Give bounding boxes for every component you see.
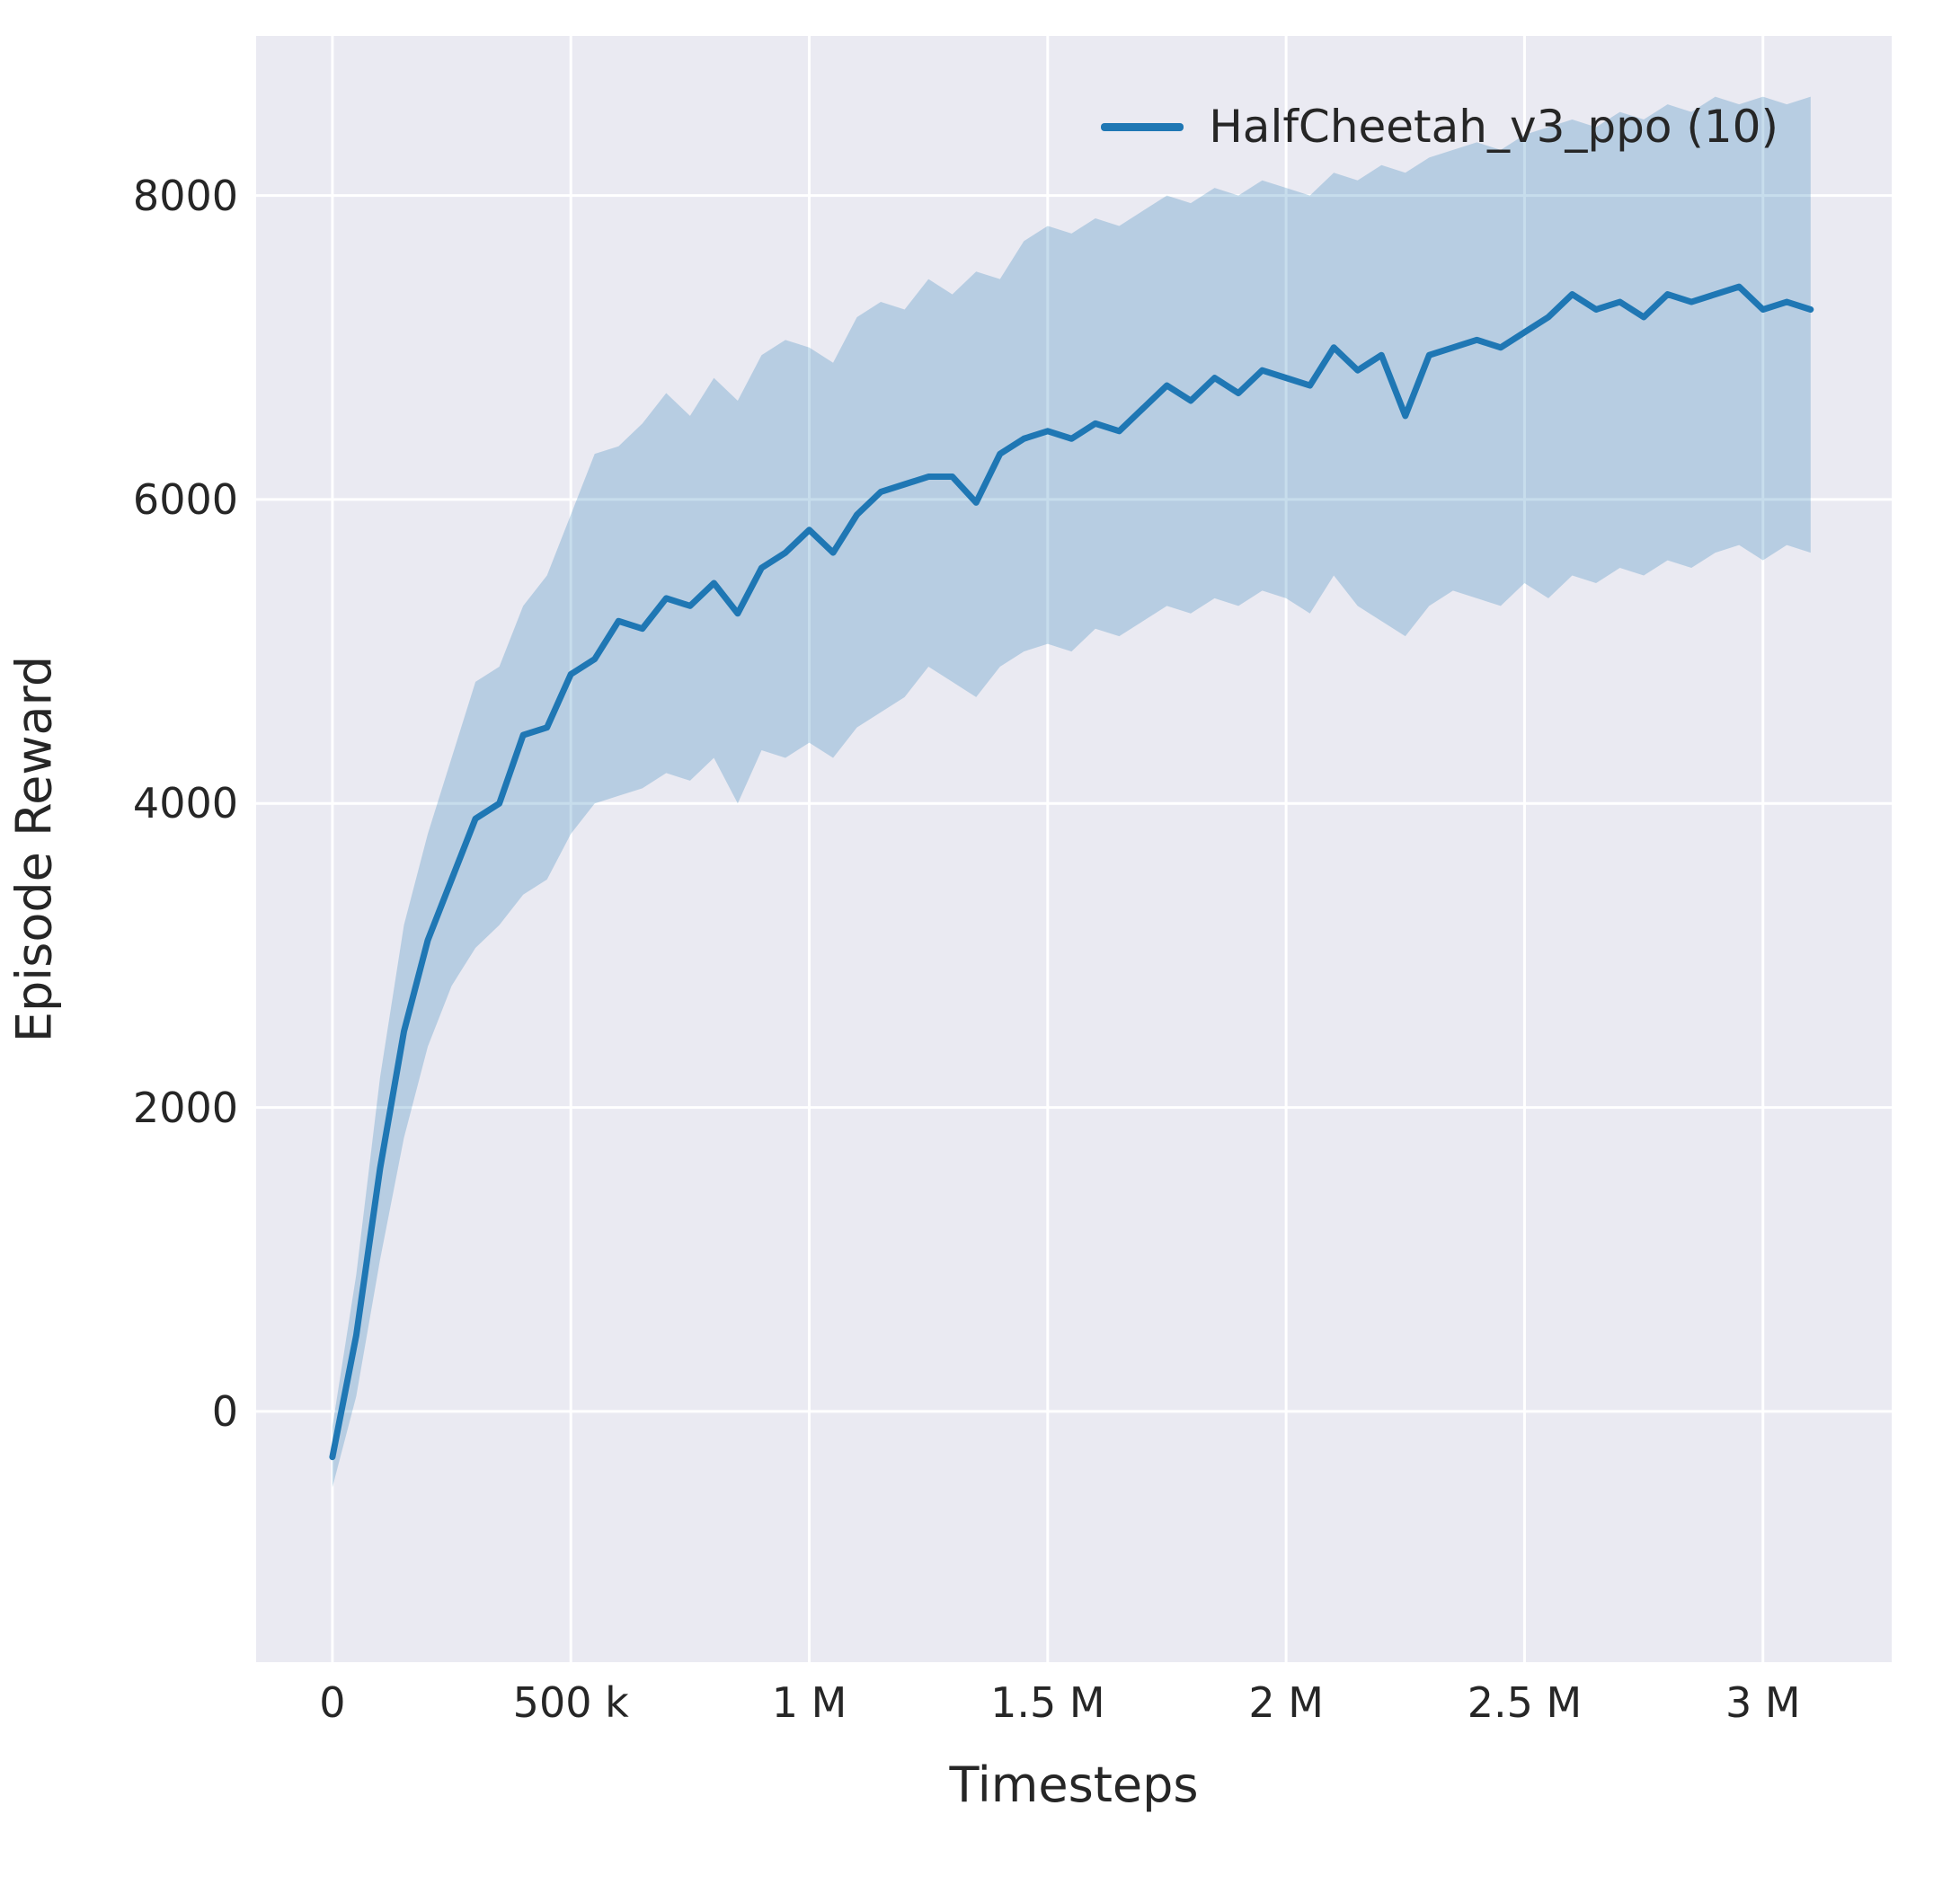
x-axis-title: Timesteps (949, 1757, 1199, 1813)
y-tick-label: 8000 (132, 171, 238, 220)
x-tick-label: 2.5 M (1467, 1678, 1583, 1727)
legend-line-swatch (1101, 122, 1184, 131)
plot-area: HalfCheetah_v3_ppo (10) (256, 36, 1892, 1662)
y-tick-label: 4000 (132, 779, 238, 828)
legend-label: HalfCheetah_v3_ppo (10) (1209, 101, 1778, 153)
y-axis-title-wrap: Episode Reward (0, 0, 108, 1885)
x-tick-label: 0 (319, 1678, 346, 1727)
y-axis-title: Episode Reward (5, 655, 63, 1043)
x-tick-label: 3 M (1725, 1678, 1801, 1727)
x-tick-label: 2 M (1248, 1678, 1324, 1727)
confidence-band (332, 96, 1811, 1488)
legend: HalfCheetah_v3_ppo (10) (1086, 92, 1793, 162)
plot-canvas (256, 36, 1892, 1662)
y-tick-label: 0 (211, 1386, 238, 1436)
y-tick-label: 6000 (132, 474, 238, 524)
x-tick-label: 500 k (512, 1678, 629, 1727)
x-tick-label: 1 M (771, 1678, 847, 1727)
mean-line (329, 283, 1814, 1461)
x-tick-label: 1.5 M (990, 1678, 1105, 1727)
y-tick-label: 2000 (132, 1083, 238, 1132)
